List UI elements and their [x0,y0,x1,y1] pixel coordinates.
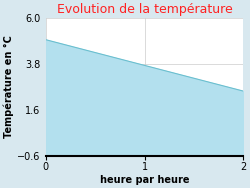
Title: Evolution de la température: Evolution de la température [57,3,233,17]
Y-axis label: Température en °C: Température en °C [4,36,14,138]
X-axis label: heure par heure: heure par heure [100,174,189,185]
